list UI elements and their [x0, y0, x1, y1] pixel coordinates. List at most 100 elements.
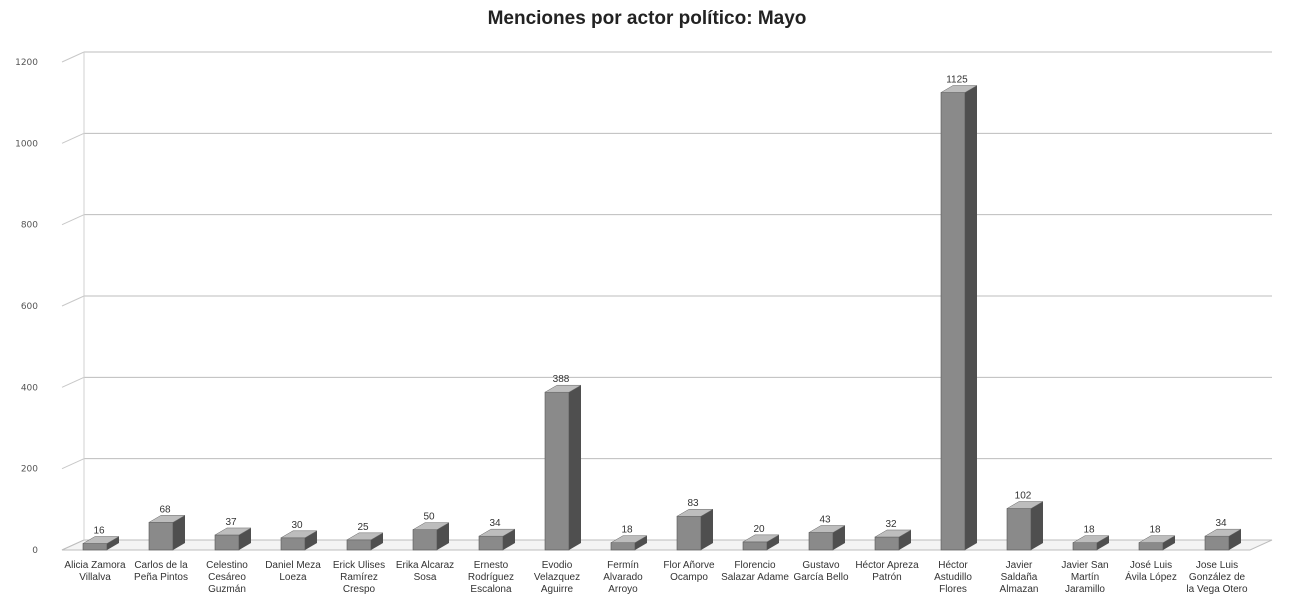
bar-front [346, 539, 372, 551]
bar-top [940, 85, 978, 93]
y-axis: 0 200 400 600 800 1000 1200 [15, 58, 38, 556]
data-label: 68 [159, 504, 171, 515]
bar-front [1138, 542, 1164, 551]
gridline-depth [61, 376, 85, 388]
bar-side [1031, 501, 1043, 550]
bar[interactable] [1006, 501, 1044, 551]
data-label: 20 [753, 524, 765, 535]
bar-front [412, 529, 438, 551]
bar[interactable] [808, 525, 846, 551]
bar[interactable] [82, 536, 120, 551]
x-tick-label: Ernesto Rodríguez Escalona [468, 560, 514, 595]
bar-side [371, 532, 383, 550]
y-tick-label: 0 [32, 546, 38, 556]
bar-side [701, 509, 713, 550]
bar-side [1097, 535, 1109, 550]
x-tick-label: Daniel Meza Loeza [265, 560, 321, 583]
x-tick-label: Evodio Velazquez Aguirre [534, 560, 580, 595]
x-tick-label: Celestino Cesáreo Guzmán [206, 560, 248, 595]
bar-side [503, 529, 515, 550]
bar[interactable] [742, 534, 780, 551]
bar[interactable] [1204, 528, 1242, 551]
x-tick-label: Fermín Alvarado Arroyo [603, 560, 643, 595]
x-tick-label: Alicia Zamora Villalva [64, 560, 126, 583]
bar-front [82, 543, 108, 551]
x-tick-label: Carlos de la Peña Pintos [134, 560, 188, 583]
bar-front [1006, 508, 1032, 551]
data-label: 43 [819, 515, 831, 526]
bar-front [676, 515, 702, 551]
bar[interactable] [412, 522, 450, 551]
bar-side [305, 530, 317, 550]
data-label: 18 [1083, 525, 1095, 536]
x-tick-label: Erika Alcaraz Sosa [396, 560, 454, 583]
bar-side [833, 525, 845, 550]
bar-top [214, 527, 252, 536]
x-tick-label: Flor Añorve Ocampo [663, 560, 715, 583]
y-tick-label: 200 [21, 465, 38, 475]
bar-side [965, 85, 977, 550]
x-tick-label: Jose Luis González de la Vega Otero [1186, 560, 1248, 595]
bar-front [478, 535, 504, 551]
bar-front [1072, 542, 1098, 551]
bar-top [676, 508, 714, 517]
bar[interactable] [1072, 535, 1110, 551]
bar-top [280, 530, 318, 539]
bar-front [610, 542, 636, 551]
gridline-depth [61, 458, 85, 470]
bar[interactable] [940, 85, 978, 551]
bar-top [874, 529, 912, 538]
bar[interactable] [280, 530, 318, 551]
bar[interactable] [148, 515, 186, 551]
data-label: 102 [1015, 491, 1032, 502]
y-tick-label: 800 [21, 221, 38, 231]
bar-top [1006, 501, 1044, 509]
bar[interactable] [1138, 535, 1176, 551]
bar-top [808, 525, 846, 533]
gridlines [61, 51, 1273, 551]
data-label: 34 [1215, 518, 1227, 529]
bar-top [478, 528, 516, 537]
bar[interactable] [346, 532, 384, 551]
gridline-depth [61, 214, 85, 226]
bar[interactable] [610, 535, 648, 551]
data-label: 30 [291, 520, 303, 531]
x-tick-label: Javier San Martín Jaramillo [1061, 560, 1108, 595]
y-tick-label: 1200 [15, 58, 38, 68]
gridline-depth [61, 51, 85, 63]
x-tick-label: Erick Ulises Ramírez Crespo [333, 560, 385, 595]
bar-top [1204, 528, 1242, 537]
bar-front [544, 391, 570, 551]
x-tick-label: Gustavo García Bello [793, 560, 848, 583]
bar[interactable] [676, 508, 714, 551]
data-label: 16 [93, 525, 105, 536]
x-axis: Alicia Zamora Villalva Carlos de la Peña Pi… [64, 560, 1248, 595]
x-tick-label: Javier Saldaña Almazan [1000, 560, 1039, 595]
y-tick-label: 600 [21, 302, 38, 312]
data-label: 50 [423, 512, 435, 523]
bar-side [1229, 529, 1241, 550]
data-label: 32 [885, 519, 897, 530]
bar[interactable] [478, 528, 516, 551]
bar-top [148, 515, 186, 523]
bar[interactable] [214, 527, 252, 551]
y-tick-label: 400 [21, 383, 38, 393]
gridline-depth [61, 132, 85, 144]
data-label: 83 [687, 498, 699, 509]
bar-top [610, 535, 648, 543]
bar-front [280, 537, 306, 551]
chart-title: Menciones por actor político: Mayo [487, 8, 807, 29]
x-tick-label: José Luis Ávila López [1125, 560, 1177, 583]
bar-front [1204, 535, 1230, 551]
bars: 16 68 37 30 25 50 34 388 18 83 20 43 32 1125 102 18 18 34 [82, 75, 1242, 551]
bar[interactable] [544, 384, 582, 551]
bar-side [107, 536, 119, 550]
bar-front [940, 92, 966, 551]
bar-front [148, 522, 174, 551]
bar-top [412, 522, 450, 530]
bar[interactable] [874, 529, 912, 551]
data-label: 18 [1149, 525, 1161, 536]
bar-side [437, 522, 449, 550]
